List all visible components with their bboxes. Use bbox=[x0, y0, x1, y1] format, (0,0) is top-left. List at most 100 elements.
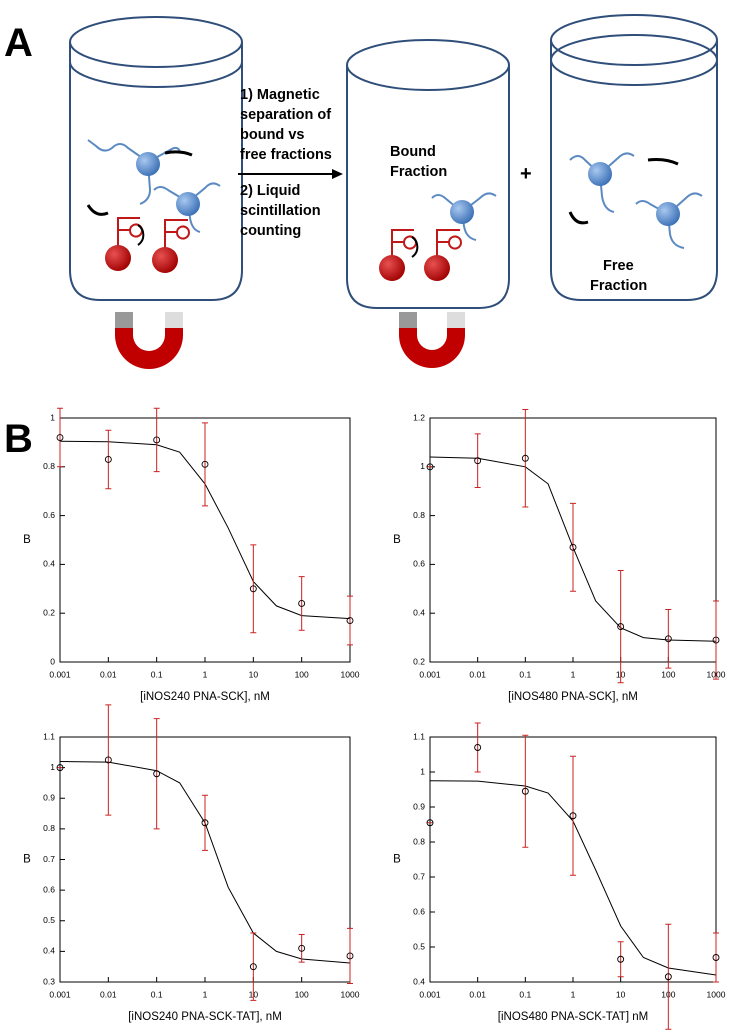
y-tick-label: 0.6 bbox=[413, 906, 425, 916]
x-tick-label: 0.01 bbox=[100, 989, 117, 999]
data-point bbox=[617, 955, 625, 963]
error-cap bbox=[713, 932, 719, 983]
plus-sign: + bbox=[520, 163, 532, 185]
x-tick-label: 10 bbox=[616, 989, 626, 999]
data-point bbox=[56, 434, 64, 441]
error-cap bbox=[105, 704, 112, 816]
x-axis-label: [iNOS480 PNA-SCK-TAT] nM bbox=[498, 1011, 648, 1023]
error-cap bbox=[105, 429, 112, 490]
data-point bbox=[201, 819, 209, 827]
y-tick-label: 1 bbox=[50, 412, 55, 422]
tube bbox=[69, 16, 243, 301]
data-point bbox=[569, 812, 577, 820]
y-tick-label: 1 bbox=[420, 461, 425, 471]
y-tick-label: 0.2 bbox=[413, 656, 425, 666]
y-tick-label: 0.8 bbox=[43, 461, 55, 471]
x-tick-label: 0.001 bbox=[49, 989, 71, 999]
fit-curve bbox=[429, 780, 717, 976]
data-point bbox=[153, 770, 161, 778]
y-tick-label: 1.2 bbox=[413, 412, 425, 422]
tube bbox=[346, 39, 510, 309]
magnet bbox=[399, 312, 465, 368]
error-cap bbox=[153, 407, 160, 473]
y-tick-label: 0.4 bbox=[43, 946, 55, 956]
fraction-label: Fraction bbox=[390, 164, 447, 180]
x-tick-label: 1000 bbox=[341, 669, 360, 679]
y-axis-label: B bbox=[393, 854, 401, 866]
x-tick-label: 1000 bbox=[341, 989, 360, 999]
data-point bbox=[104, 456, 112, 463]
data-point bbox=[153, 436, 161, 444]
y-tick-label: 0.6 bbox=[43, 510, 55, 520]
data-point bbox=[249, 963, 257, 971]
data-point bbox=[56, 764, 64, 772]
data-point bbox=[201, 460, 209, 468]
error-cap bbox=[522, 734, 529, 848]
x-tick-label: 0.001 bbox=[419, 989, 441, 999]
step-text: separation of bbox=[240, 107, 331, 123]
x-tick-label: 10 bbox=[249, 669, 259, 679]
error-cap bbox=[474, 722, 481, 773]
x-tick-label: 1 bbox=[571, 989, 576, 999]
data-point bbox=[617, 623, 625, 631]
error-cap bbox=[570, 502, 576, 592]
data-point bbox=[474, 457, 482, 465]
error-cap bbox=[298, 576, 305, 631]
fraction-label: Free bbox=[603, 258, 634, 274]
error-cap bbox=[617, 941, 624, 978]
data-point bbox=[569, 543, 577, 551]
data-point bbox=[474, 744, 482, 751]
x-tick-label: 1 bbox=[203, 669, 208, 679]
step-text: counting bbox=[240, 223, 301, 239]
data-point bbox=[426, 819, 434, 827]
y-tick-label: 0.5 bbox=[43, 915, 55, 925]
error-cap bbox=[202, 422, 208, 507]
error-cap bbox=[250, 932, 257, 1001]
fraction-label: Bound bbox=[390, 144, 436, 160]
step-text: scintillation bbox=[240, 203, 321, 219]
data-point bbox=[521, 454, 529, 462]
step-text: 1) Magnetic bbox=[240, 87, 320, 103]
error-cap bbox=[665, 609, 672, 669]
x-tick-label: 0.001 bbox=[419, 669, 441, 679]
data-point bbox=[346, 952, 354, 960]
step-text: 2) Liquid bbox=[240, 183, 300, 199]
y-tick-label: 1.1 bbox=[413, 731, 425, 741]
x-tick-label: 1000 bbox=[707, 989, 726, 999]
data-point bbox=[298, 944, 306, 952]
error-cap bbox=[522, 408, 529, 508]
error-cap bbox=[665, 923, 672, 1030]
x-tick-label: 100 bbox=[295, 989, 309, 999]
error-cap bbox=[474, 433, 481, 489]
y-tick-label: 0.8 bbox=[413, 836, 425, 846]
x-tick-label: 100 bbox=[295, 669, 309, 679]
error-cap bbox=[202, 794, 208, 851]
x-tick-label: 0.01 bbox=[100, 669, 117, 679]
x-tick-label: 100 bbox=[661, 669, 675, 679]
error-cap bbox=[298, 934, 305, 963]
y-tick-label: 0 bbox=[50, 656, 55, 666]
y-tick-label: 0.8 bbox=[43, 823, 55, 833]
fit-curve bbox=[59, 440, 351, 620]
y-tick-label: 0.9 bbox=[43, 793, 55, 803]
x-tick-label: 0.001 bbox=[49, 669, 71, 679]
x-axis-label: [iNOS240 PNA-SCK-TAT], nM bbox=[128, 1011, 282, 1023]
y-tick-label: 0.4 bbox=[413, 607, 425, 617]
y-tick-label: 0.7 bbox=[413, 871, 425, 881]
y-tick-label: 0.2 bbox=[43, 607, 55, 617]
y-tick-label: 0.7 bbox=[43, 854, 55, 864]
x-tick-label: 0.01 bbox=[469, 989, 486, 999]
y-axis-label: B bbox=[23, 534, 31, 546]
data-point bbox=[664, 973, 672, 981]
y-tick-label: 1 bbox=[50, 762, 55, 772]
panel-label: B bbox=[4, 417, 33, 461]
fraction-label: Fraction bbox=[590, 278, 647, 294]
error-cap bbox=[617, 570, 624, 684]
y-tick-label: 0.8 bbox=[413, 510, 425, 520]
x-tick-label: 1 bbox=[203, 989, 208, 999]
x-axis-label: [iNOS480 PNA-SCK], nM bbox=[508, 691, 638, 703]
y-tick-label: 1 bbox=[420, 766, 425, 776]
error-cap bbox=[570, 755, 576, 876]
y-tick-label: 1.1 bbox=[43, 731, 55, 741]
